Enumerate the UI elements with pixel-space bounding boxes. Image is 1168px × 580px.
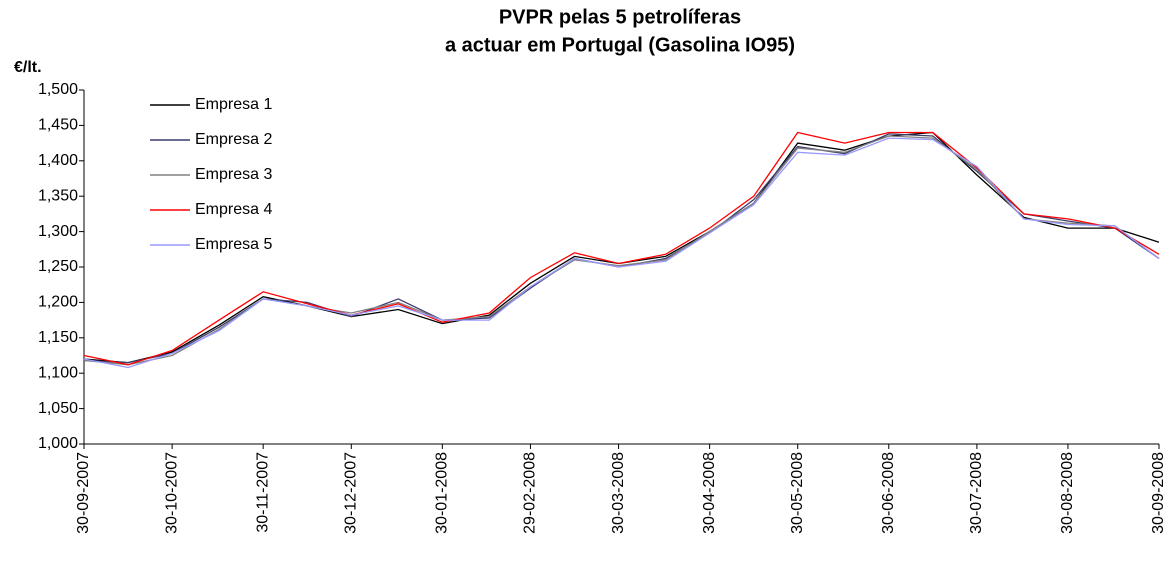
- x-tick-label: 30-08-2008: [1059, 452, 1076, 534]
- x-tick-label: 30-01-2008: [434, 452, 451, 534]
- y-tick-label: 1,500: [38, 81, 78, 98]
- y-axis-label: €/lt.: [14, 59, 42, 76]
- x-tick-label: 30-12-2007: [343, 452, 360, 534]
- legend-label: Empresa 4: [195, 201, 272, 218]
- x-tick-label: 30-05-2008: [789, 452, 806, 534]
- x-tick-label: 30-04-2008: [701, 452, 718, 534]
- y-tick-label: 1,200: [38, 294, 78, 311]
- y-tick-label: 1,100: [38, 364, 78, 381]
- x-tick-label: 30-07-2008: [968, 452, 985, 534]
- series-line: [83, 131, 1160, 366]
- x-tick-label: 30-09-2008: [1150, 452, 1167, 534]
- x-tick-label: 30-06-2008: [880, 452, 897, 534]
- y-tick-label: 1,450: [38, 117, 78, 134]
- legend-label: Empresa 3: [195, 166, 272, 183]
- x-tick-label: 30-10-2007: [163, 452, 180, 534]
- x-tick-label: 30-09-2007: [75, 452, 92, 534]
- y-tick-label: 1,250: [38, 258, 78, 275]
- y-tick-label: 1,150: [38, 329, 78, 346]
- x-tick-label: 30-11-2007: [254, 452, 271, 533]
- series-line: [83, 137, 1160, 369]
- legend-label: Empresa 1: [195, 96, 272, 113]
- legend-label: Empresa 2: [195, 131, 272, 148]
- y-tick-label: 1,400: [38, 152, 78, 169]
- y-tick-label: 1,300: [38, 223, 78, 240]
- legend-label: Empresa 5: [195, 236, 272, 253]
- chart-title: PVPR pelas 5 petrolíferas: [499, 6, 741, 28]
- x-tick-label: 30-03-2008: [610, 452, 627, 534]
- y-tick-label: 1,350: [38, 187, 78, 204]
- y-tick-label: 1,000: [38, 435, 78, 452]
- y-tick-label: 1,050: [38, 400, 78, 417]
- chart-title: a actuar em Portugal (Gasolina IO95): [445, 34, 795, 56]
- x-tick-label: 29-02-2008: [522, 452, 539, 534]
